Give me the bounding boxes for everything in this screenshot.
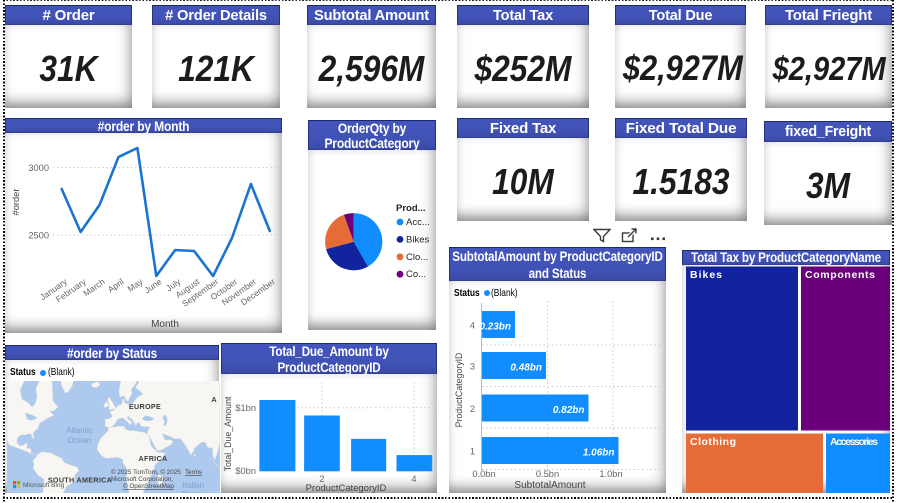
svg-text:SubtotalAmount: SubtotalAmount bbox=[514, 480, 585, 491]
svg-text:Components: Components bbox=[805, 269, 875, 281]
svg-text:Microsoft Corporation,: Microsoft Corporation, bbox=[111, 476, 173, 483]
svg-text:0.5bn: 0.5bn bbox=[536, 469, 559, 479]
svg-text:March: March bbox=[81, 276, 106, 298]
svg-text:Month: Month bbox=[151, 319, 179, 330]
svg-text:2500: 2500 bbox=[28, 230, 49, 240]
svg-text:EUROPE: EUROPE bbox=[129, 402, 161, 411]
svg-text:A: A bbox=[211, 395, 217, 404]
svg-text:Indian: Indian bbox=[182, 481, 204, 490]
svg-text:June: June bbox=[142, 276, 163, 295]
svg-text:Ocean: Ocean bbox=[181, 490, 205, 493]
svg-text:Clo...: Clo... bbox=[406, 252, 428, 263]
svg-text:1: 1 bbox=[470, 447, 475, 457]
svg-text:Acc...: Acc... bbox=[406, 217, 430, 228]
svg-text:3000: 3000 bbox=[28, 163, 49, 173]
svg-text:Bikes: Bikes bbox=[690, 269, 722, 281]
svg-text:0.82bn: 0.82bn bbox=[553, 405, 585, 416]
svg-text:$0bn: $0bn bbox=[235, 466, 256, 476]
svg-text:Microsoft Bing: Microsoft Bing bbox=[23, 482, 65, 489]
svg-text:1.06bn: 1.06bn bbox=[583, 448, 615, 459]
svg-text:SOUTH AMERICA: SOUTH AMERICA bbox=[48, 476, 112, 485]
svg-text:Terms: Terms bbox=[185, 469, 202, 476]
svg-text:Atlantic: Atlantic bbox=[66, 426, 92, 435]
svg-text:ProductCategoryID: ProductCategoryID bbox=[306, 483, 387, 493]
svg-text:0.48bn: 0.48bn bbox=[510, 363, 542, 374]
svg-text:Clothing: Clothing bbox=[690, 436, 736, 448]
svg-text:2: 2 bbox=[470, 404, 475, 414]
svg-text:Accessories: Accessories bbox=[830, 436, 878, 448]
svg-text:4: 4 bbox=[470, 321, 475, 331]
svg-text:AFRICA: AFRICA bbox=[139, 454, 168, 463]
svg-text:0.23bn: 0.23bn bbox=[479, 322, 511, 333]
svg-text:Prod...: Prod... bbox=[396, 203, 426, 214]
svg-text:0.0bn: 0.0bn bbox=[472, 469, 495, 479]
svg-text:3: 3 bbox=[470, 362, 475, 372]
svg-text:Co...: Co... bbox=[406, 269, 426, 280]
svg-text:Ocean: Ocean bbox=[68, 436, 92, 445]
svg-text:#order: #order bbox=[11, 189, 21, 216]
svg-text:Total_Due_Amount: Total_Due_Amount bbox=[223, 396, 233, 471]
svg-text:Bikes: Bikes bbox=[406, 234, 429, 245]
svg-text:$1bn: $1bn bbox=[235, 403, 256, 413]
svg-text:© 2025 TomTom, © 2025: © 2025 TomTom, © 2025 bbox=[111, 468, 181, 476]
svg-text:4: 4 bbox=[411, 474, 416, 484]
svg-text:April: April bbox=[106, 276, 126, 294]
svg-text:1.0bn: 1.0bn bbox=[599, 469, 622, 479]
svg-text:© OpenStreetMap: © OpenStreetMap bbox=[123, 482, 174, 490]
svg-text:2: 2 bbox=[319, 474, 324, 484]
svg-text:ProductCategoryID: ProductCategoryID bbox=[454, 353, 464, 428]
svg-text:May: May bbox=[126, 276, 146, 294]
